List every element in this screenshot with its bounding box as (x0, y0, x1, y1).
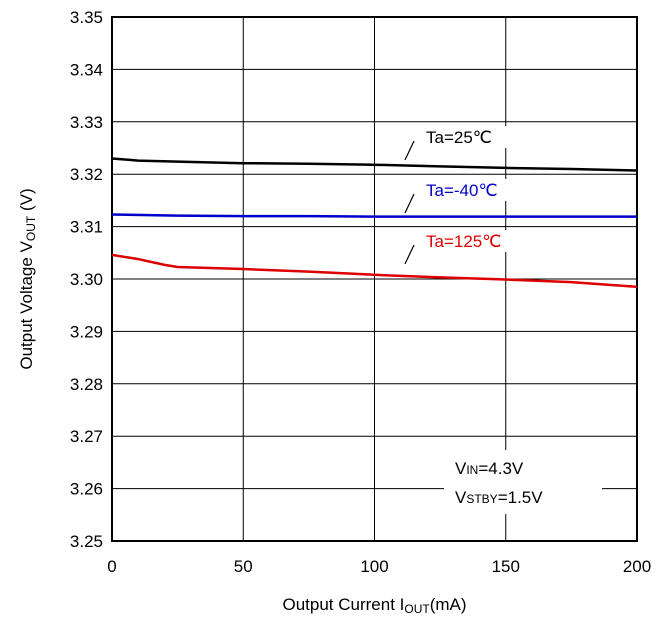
y-tick-labels: 3.25 3.26 3.27 3.28 3.29 3.30 3.31 3.32 3.33 3.34… (70, 8, 103, 551)
condition-vstby-sub: STBY (466, 492, 497, 506)
y-tick-label: 3.29 (70, 322, 103, 341)
x-tick-label: 150 (492, 557, 520, 576)
x-tick-labels: 0 50 100 150 200 (107, 557, 651, 576)
y-tick-label: 3.34 (70, 60, 103, 79)
y-tick-label: 3.28 (70, 375, 103, 394)
condition-vin: VIN=4.3V (455, 459, 524, 478)
conditions-background (444, 450, 602, 514)
x-axis-label-suffix: (mA) (430, 595, 467, 614)
series-layer (111, 157, 638, 289)
series-label-leader (404, 140, 415, 161)
y-tick-label: 3.25 (70, 532, 103, 551)
y-tick-label: 3.35 (70, 8, 103, 27)
y-tick-label: 3.26 (70, 480, 103, 499)
condition-vin-sub: IN (466, 463, 478, 477)
grid (112, 17, 637, 541)
series-label-2: Ta=125℃ (426, 232, 501, 251)
series-label-leader (404, 244, 415, 265)
series-label-0: Ta=25℃ (426, 128, 492, 147)
y-tick-label: 3.32 (70, 165, 103, 184)
conditions-box: VIN=4.3V VSTBY=1.5V (444, 450, 602, 514)
condition-vstby: VSTBY=1.5V (455, 488, 543, 507)
plot-frame (111, 16, 638, 542)
x-tick-label: 50 (234, 557, 253, 576)
y-tick-label: 3.27 (70, 427, 103, 446)
series-label-bg (416, 230, 526, 252)
condition-vstby-suffix: =1.5V (498, 488, 544, 507)
annotations: Ta=25℃ Ta=-40℃ Ta=125℃ (404, 126, 526, 265)
condition-vin-suffix: =4.3V (478, 459, 524, 478)
series-label-bg (416, 179, 526, 201)
condition-vstby-main: V (455, 488, 467, 507)
series-line-0 (111, 157, 638, 172)
x-tick-label: 200 (623, 557, 651, 576)
y-tick-label: 3.30 (70, 270, 103, 289)
y-tick-label: 3.31 (70, 218, 103, 237)
condition-vin-main: V (455, 459, 467, 478)
x-tick-label: 100 (360, 557, 388, 576)
y-axis-label-sub: OUT (24, 215, 38, 241)
x-axis-label-sub: OUT (404, 602, 430, 616)
x-axis-label-main: Output Current I (282, 595, 404, 614)
y-axis-label-main: Output Voltage V (17, 240, 36, 369)
x-axis-label: Output Current IOUT(mA) (282, 595, 466, 616)
y-tick-label: 3.33 (70, 113, 103, 132)
y-axis-label-suffix: (V) (17, 188, 36, 215)
x-tick-label: 0 (107, 557, 116, 576)
series-label-bg (416, 126, 526, 148)
series-line-1 (111, 213, 637, 218)
series-label-leader (404, 193, 415, 214)
series-label-1: Ta=-40℃ (426, 181, 498, 200)
y-axis-label: Output Voltage VOUT (V) (17, 188, 38, 369)
series-line-2 (111, 253, 638, 289)
